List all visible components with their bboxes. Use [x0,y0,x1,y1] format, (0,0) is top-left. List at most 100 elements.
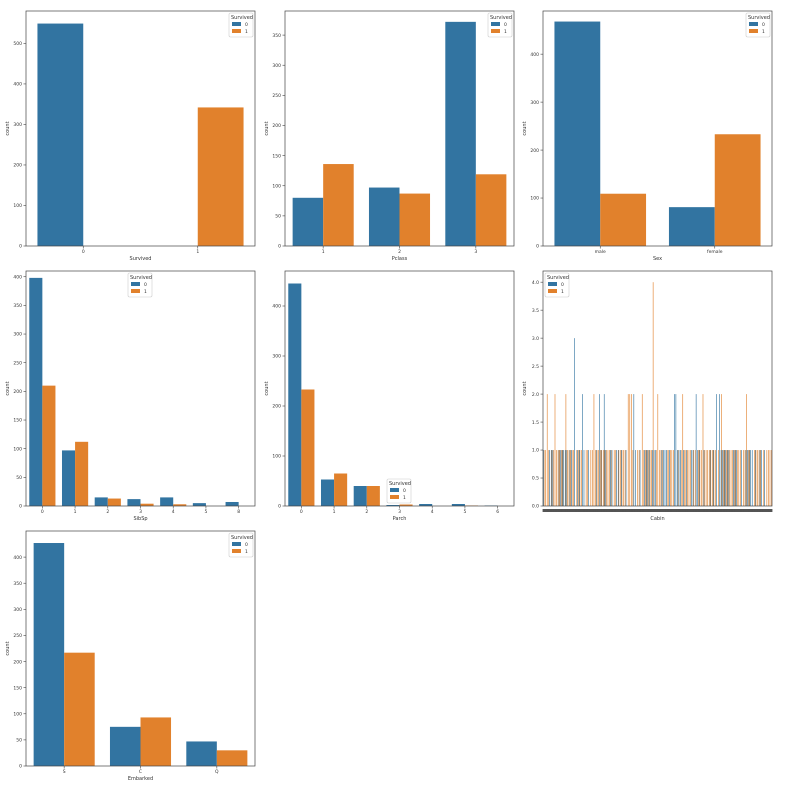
chart-cabin-xtick-label [734,509,737,512]
chart-cabin-bar [649,450,651,506]
chart-cabin-bar [749,450,751,506]
chart-parch-ylabel: count [264,381,270,395]
chart-pclass-ytick-label: 50 [275,214,281,220]
chart-cabin-xtick-label [756,509,759,512]
chart-cabin-bar [754,450,755,506]
chart-sibsp-xtick-label: 3 [139,509,142,515]
chart-sibsp-ytick-label: 50 [16,475,22,481]
chart-cabin-bar [581,450,582,506]
chart-sex-bar-female-survived-1 [714,134,761,246]
legend-label-0: 0 [245,542,248,548]
chart-pclass-ytick-label: 0 [278,244,281,250]
chart-cabin-bar [578,450,580,506]
chart-cabin-bar [592,450,593,506]
legend-title: Survived [231,15,253,21]
chart-cabin-bar [551,450,553,506]
chart-cabin-bar [725,450,727,506]
legend-label-1: 1 [144,289,147,295]
chart-cabin-xtick-label [603,509,606,512]
chart-survived-axes-frame [25,10,256,247]
chart-cabin-bar [546,394,548,506]
chart-cabin-xtick-label [678,509,681,512]
chart-sibsp: 0 1 2 3 4 5 8050100150200250300350400SibSpcoun… [5,270,256,522]
chart-cabin-bar [713,450,715,506]
chart-survived: 0 10100200300400500SurvivedcountSurvived0… [5,10,256,262]
chart-cabin-xtick-label [631,509,634,512]
chart-cabin-bar [557,450,559,506]
chart-cabin-xtick-label [724,509,728,512]
chart-cabin-xtick-label [609,509,612,512]
chart-sex-bar-female-survived-0 [668,207,715,246]
chart-cabin-bar [730,450,732,506]
chart-cabin-xtick-label [611,509,614,512]
chart-sibsp-xtick-label: 2 [106,509,109,515]
chart-cabin-bar [604,450,606,506]
chart-cabin-xtick-label [643,509,647,512]
chart-cabin-bar [703,450,705,506]
chart-cabin-xtick-label [671,509,675,512]
chart-cabin-bar [587,450,589,506]
chart-cabin-xtick-label [555,509,558,512]
legend-swatch-0 [548,282,557,286]
chart-cabin-xtick-label [679,509,683,512]
chart-cabin-xtick-label [640,509,644,512]
chart-embarked-xlabel: Embarked [128,776,153,782]
chart-parch-ytick-label: 400 [272,304,281,310]
chart-parch-xtick-label: 6 [496,509,499,515]
chart-cabin-bar [560,450,561,506]
chart-cabin-bar [554,394,556,506]
chart-cabin-xtick-label [584,509,588,512]
chart-cabin-xtick-label [637,509,641,512]
chart-cabin-bar [746,394,747,506]
chart-pclass-bar-2-survived-0 [368,187,400,246]
chart-cabin-bar [553,450,554,506]
chart-cabin-bar [616,450,617,506]
chart-cabin-bar [704,450,705,506]
chart-cabin-bar [710,450,712,506]
legend-label-0: 0 [762,22,765,28]
chart-cabin-bar [583,450,585,506]
chart-cabin-bar [702,394,704,506]
chart-cabin-bar [707,450,708,506]
chart-cabin-bar [747,450,749,506]
chart-cabin-xtick-label [699,509,703,512]
chart-cabin-bar [671,450,673,506]
chart-cabin-xtick-label [718,509,722,512]
chart-cabin-xtick-label [751,509,754,512]
chart-embarked-bar-C-survived-1 [140,717,172,766]
chart-cabin-bar [724,450,726,506]
chart-sibsp-bar-0-survived-1 [42,385,56,506]
legend-label-0: 0 [144,282,147,288]
chart-cabin-xtick-label [645,509,648,512]
chart-sex-axes-frame [542,10,773,247]
chart-sibsp-bar-1-survived-1 [75,441,89,506]
chart-parch-xtick-label: 4 [431,509,434,515]
chart-cabin-bar [573,450,575,506]
chart-cabin-xtick-label [587,509,591,512]
chart-sibsp-bar-5-survived-0 [192,503,206,506]
legend-swatch-1 [131,289,140,293]
chart-cabin-bar [715,450,716,506]
chart-sibsp-ytick-label: 250 [13,360,22,366]
chart-cabin-bar [599,394,600,506]
chart-cabin-xtick-label [667,509,670,512]
chart-embarked-bar-S-survived-0 [33,543,65,766]
chart-cabin-bar [758,450,760,506]
chart-cabin-xtick-label [674,509,678,512]
chart-cabin-ylabel: count [522,381,528,395]
chart-sibsp-xtick-label: 4 [172,509,175,515]
legend-swatch-0 [232,542,241,546]
chart-cabin-bar [740,450,742,506]
chart-cabin-bar [593,394,595,506]
chart-parch-bar-2-survived-0 [353,486,367,506]
chart-cabin-xtick-label [765,509,768,512]
chart-cabin-xtick-label [653,509,656,512]
chart-cabin-bar [766,450,768,506]
legend-label-1: 1 [504,29,507,35]
chart-pclass-bar-1-survived-0 [292,197,324,246]
chart-cabin-xtick-label [706,509,709,512]
chart-cabin-bar [677,450,679,506]
chart-sibsp-bar-4-survived-1 [173,504,187,506]
chart-cabin-bar [548,450,550,506]
